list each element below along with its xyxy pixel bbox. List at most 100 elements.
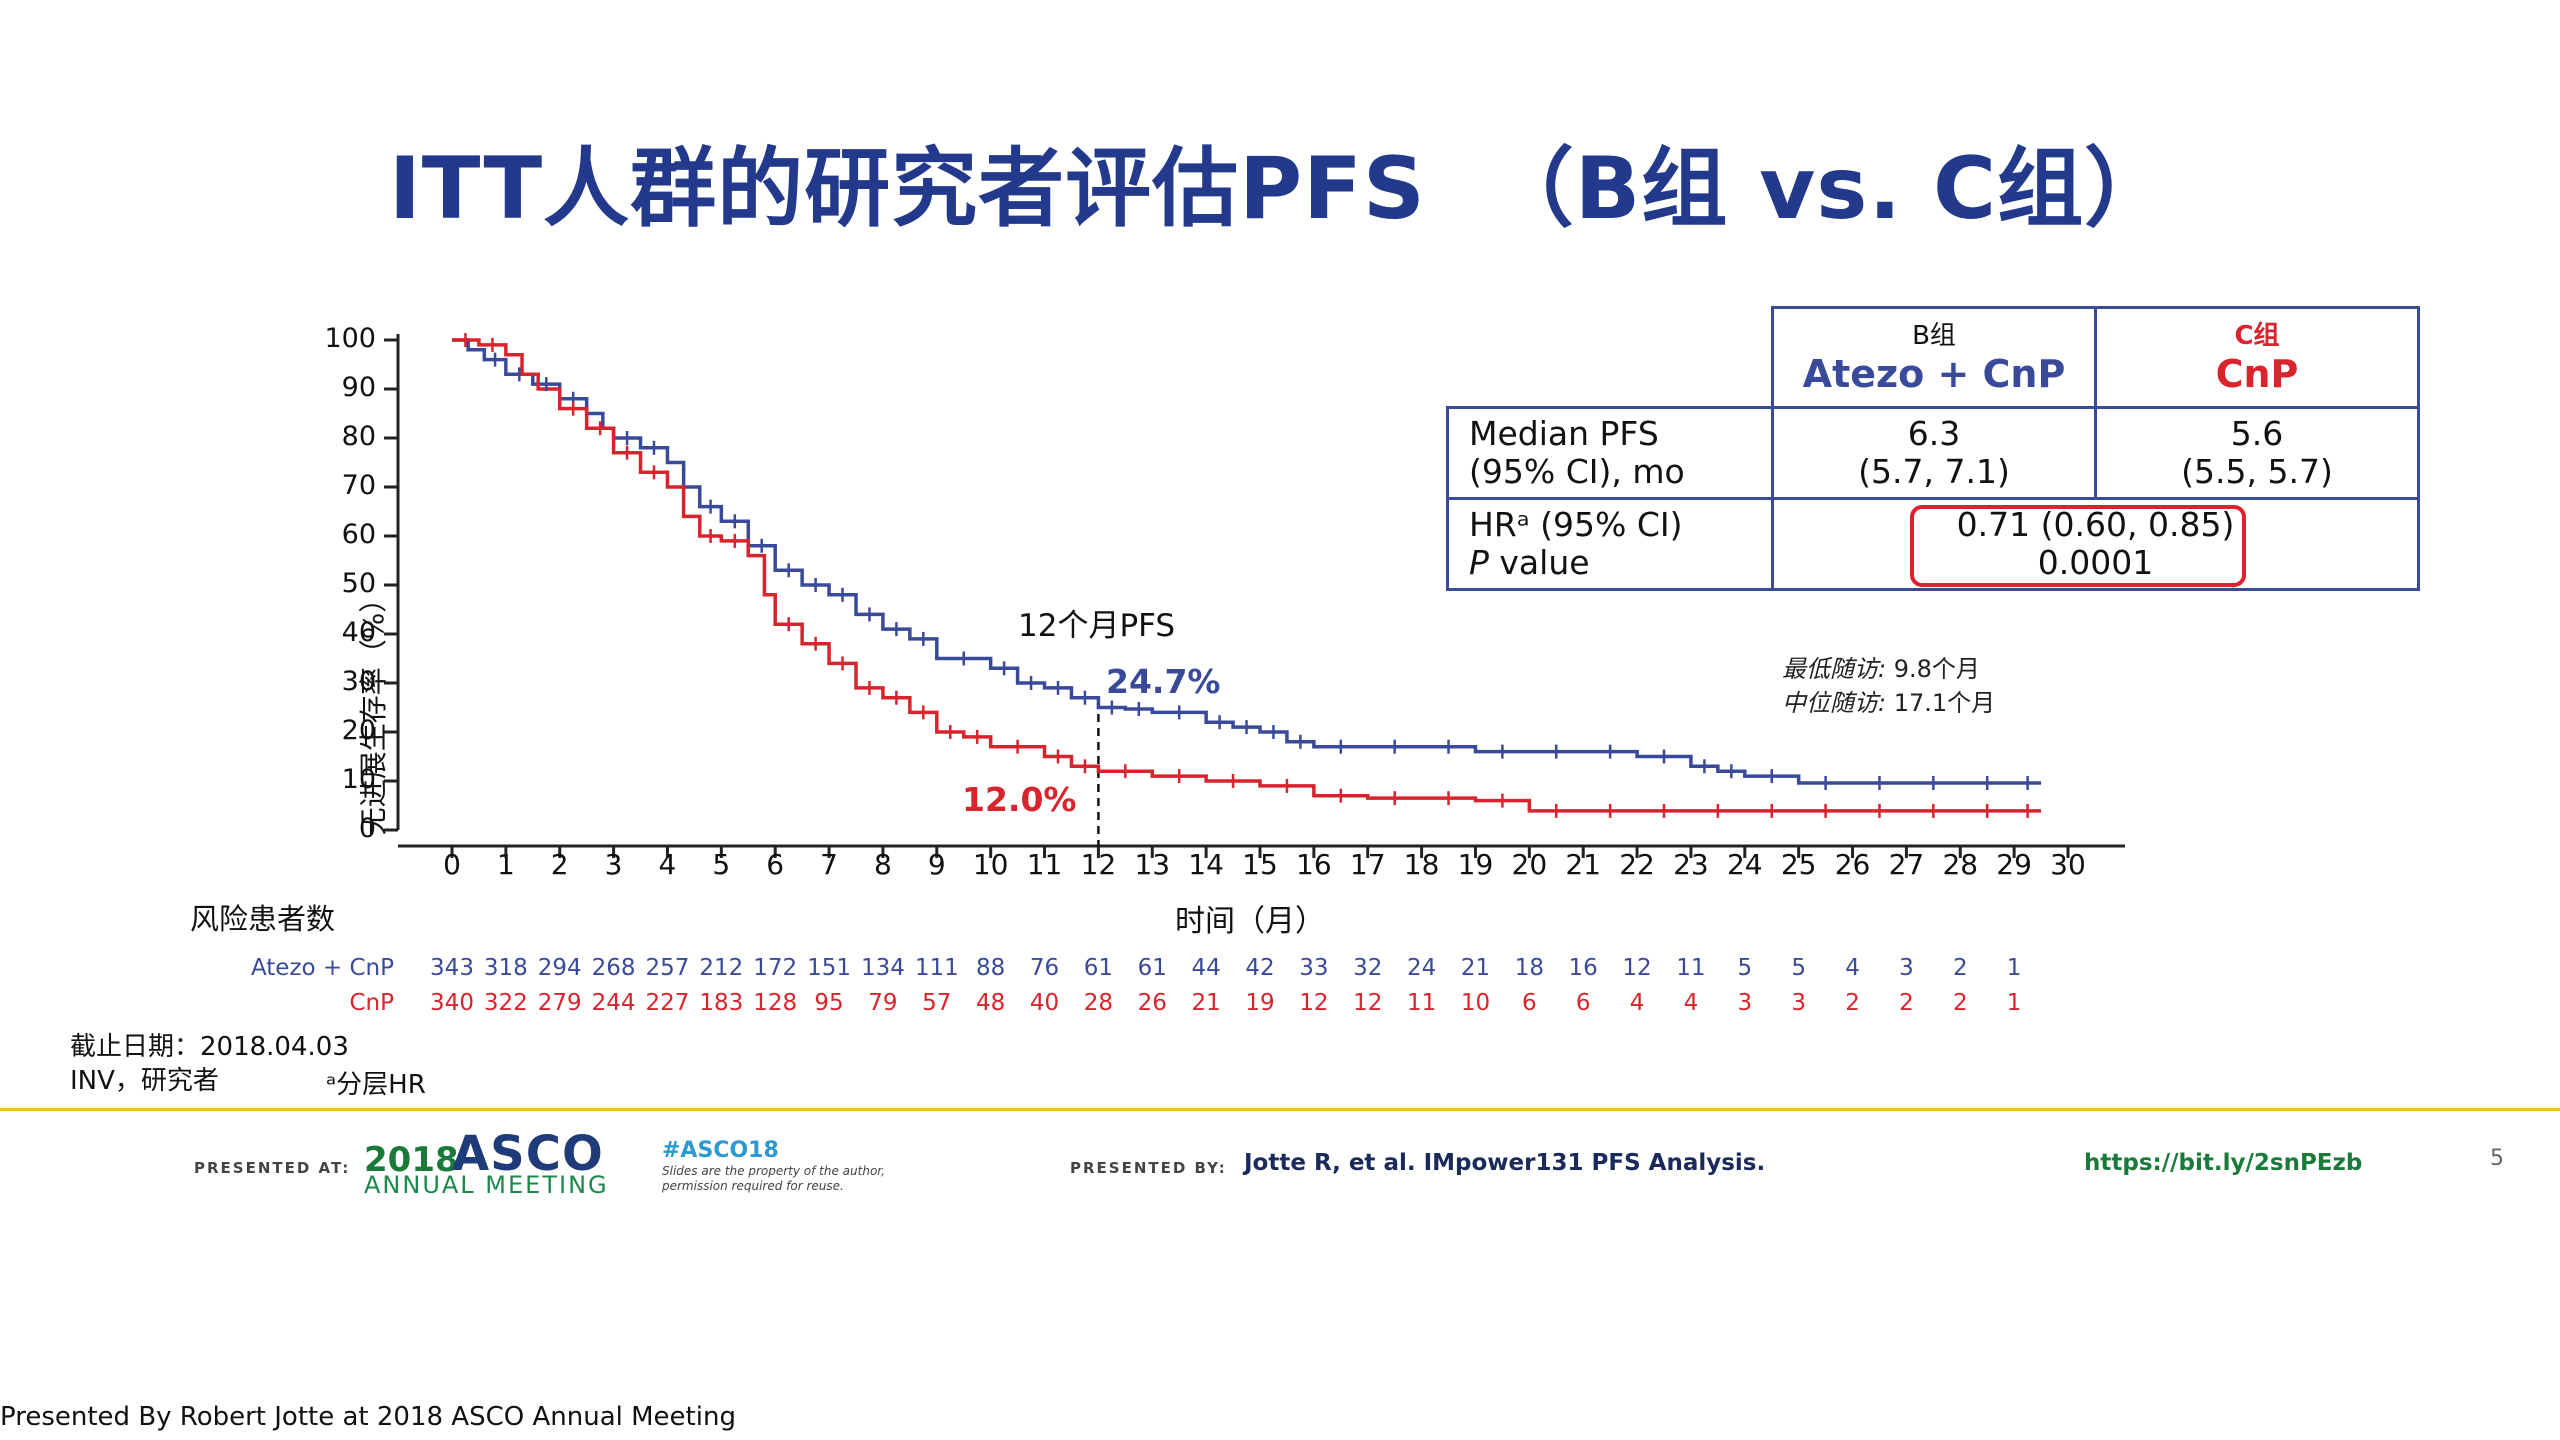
followup-min-value: 9.8个月 [1893, 655, 1980, 683]
row-hr-label-1: HRᵃ (95% CI) [1469, 505, 1683, 544]
x-tick-label: 12 [1080, 848, 1117, 881]
y-tick-label: 10 [341, 764, 376, 795]
risk-count: 21 [1460, 955, 1491, 981]
row-hr-label-2: P value [1469, 544, 1771, 582]
risk-count: 24 [1406, 955, 1437, 981]
p-italic: P [1469, 543, 1489, 582]
risk-count: 1 [2006, 990, 2022, 1016]
risk-count: 79 [868, 990, 898, 1016]
col-b-name: Atezo + CnP [1802, 351, 2066, 396]
x-tick-label: 19 [1457, 848, 1494, 881]
risk-count: 322 [483, 990, 528, 1016]
risk-row-name: Atezo + CnP [250, 955, 394, 981]
slides-note: Slides are the property of the author, p… [662, 1164, 885, 1193]
x-tick-label: 3 [604, 848, 623, 881]
cnp-12mo-value: 12.0% [962, 780, 1077, 819]
row-median-label: Median PFS (95% CI), mo [1446, 406, 1774, 500]
risk-count: 11 [1406, 990, 1437, 1016]
risk-count: 212 [699, 955, 744, 981]
risk-count: 11 [1676, 955, 1706, 981]
x-tick-label: 28 [1942, 848, 1979, 881]
median-c-value: 5.6 [2230, 414, 2284, 453]
risk-count: 26 [1137, 990, 1167, 1016]
x-tick-label: 22 [1619, 848, 1655, 881]
risk-count: 5 [1737, 955, 1753, 981]
y-tick-label: 50 [341, 568, 376, 599]
col-header-b: B组 Atezo + CnP [1771, 306, 2097, 409]
followup-median-label: 中位随访: [1782, 689, 1887, 717]
x-tick-label: 0 [443, 848, 461, 881]
p-value-word: value [1488, 543, 1590, 582]
risk-count: 172 [753, 955, 798, 981]
risk-count: 1 [2006, 955, 2022, 981]
x-tick-label: 4 [658, 848, 677, 881]
slide-title: ITT人群的研究者评估PFS （B组 vs. C组） [388, 139, 2172, 239]
risk-count: 257 [645, 955, 690, 981]
x-tick-label: 6 [766, 848, 785, 881]
y-tick-label: 60 [341, 519, 376, 550]
x-tick-label: 13 [1134, 848, 1171, 881]
risk-count: 244 [591, 990, 636, 1016]
risk-count: 48 [976, 990, 1006, 1016]
y-tick-label: 30 [341, 666, 376, 697]
x-axis-label: 时间（月） [1175, 904, 1325, 939]
bottom-credit: Presented By Robert Jotte at 2018 ASCO A… [0, 1402, 736, 1432]
x-tick-label: 20 [1511, 848, 1548, 881]
censor-marks [464, 333, 2029, 818]
risk-count: 2 [1952, 955, 1968, 981]
y-tick-label: 80 [341, 421, 376, 452]
risk-count: 227 [645, 990, 690, 1016]
col-c-arm: C组 [2234, 320, 2280, 351]
x-tick-label: 21 [1565, 848, 1601, 881]
source-link[interactable]: https://bit.ly/2snPEzb [2084, 1150, 2363, 1176]
row-median-label-2: (95% CI), mo [1469, 452, 1685, 491]
page-number: 5 [2490, 1146, 2504, 1171]
row-median-label-1: Median PFS [1469, 414, 1659, 453]
y-axis-label: 无进展生存率（%） [357, 584, 390, 836]
x-tick-label: 5 [712, 848, 731, 881]
risk-count: 340 [430, 990, 474, 1016]
hr-value: 0.71 (0.60, 0.85) [1956, 505, 2235, 544]
risk-count: 12 [1353, 990, 1383, 1016]
hr-footnote: ᵃ分层HR [326, 1070, 426, 1100]
presented-at-label: PRESENTED AT: [194, 1159, 351, 1177]
risk-count: 12 [1299, 990, 1329, 1016]
risk-count: 28 [1083, 990, 1114, 1016]
x-tick-label: 26 [1834, 848, 1871, 881]
risk-count: 21 [1191, 990, 1221, 1016]
risk-count: 88 [976, 955, 1006, 981]
plot-axes [384, 334, 2125, 858]
risk-count: 33 [1299, 955, 1329, 981]
col-b-arm: B组 [1912, 320, 1956, 351]
risk-count: 318 [483, 955, 528, 981]
risk-count: 151 [807, 955, 852, 981]
citation: Jotte R, et al. IMpower131 PFS Analysis. [1244, 1150, 1766, 1176]
risk-count: 3 [1791, 990, 1806, 1016]
x-tick-label: 11 [1026, 848, 1063, 881]
risk-count: 5 [1791, 955, 1806, 981]
col-c-name: CnP [2215, 351, 2299, 396]
risk-count: 12 [1622, 955, 1652, 981]
risk-count: 2 [1952, 990, 1968, 1016]
median-c-ci: (5.5, 5.7) [2181, 452, 2333, 491]
x-tick-label: 17 [1349, 848, 1386, 881]
followup-note: 最低随访: 9.8个月 中位随访: 17.1个月 [1782, 652, 1995, 720]
median-c: 5.6 (5.5, 5.7) [2094, 406, 2420, 500]
asco-logo-word: ASCO [452, 1126, 604, 1182]
followup-min-label: 最低随访: [1782, 655, 1887, 683]
risk-count: 16 [1568, 955, 1598, 981]
risk-count: 95 [814, 990, 844, 1016]
risk-count: 76 [1029, 955, 1060, 981]
asco-year: 2018 [364, 1140, 459, 1180]
x-tick-label: 8 [874, 848, 892, 881]
risk-count: 10 [1460, 990, 1491, 1016]
risk-count: 111 [914, 955, 959, 981]
median-b-ci: (5.7, 7.1) [1858, 452, 2010, 491]
risk-count: 6 [1575, 990, 1591, 1016]
risk-count: 61 [1137, 955, 1167, 981]
risk-count: 4 [1683, 990, 1699, 1016]
notes: 截止日期：2018.04.03 INV，研究者 [70, 1030, 349, 1098]
x-tick-label: 29 [1996, 848, 2032, 881]
risk-count: 268 [591, 955, 636, 981]
